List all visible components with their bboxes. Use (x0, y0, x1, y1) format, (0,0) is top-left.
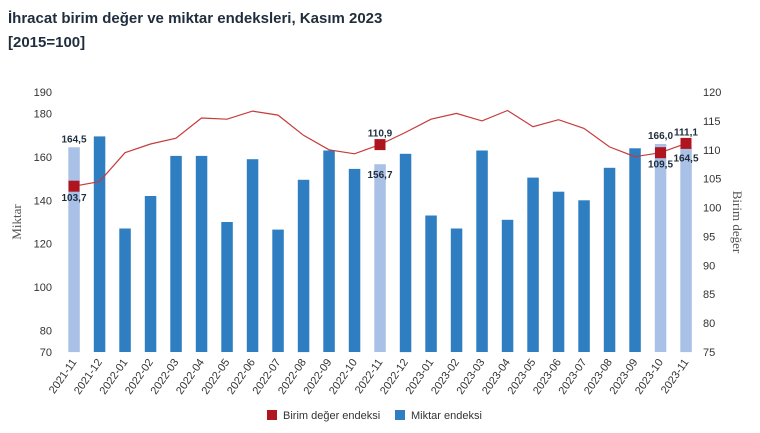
data-label-2021-11-miktar-endeksi: 164,5 (61, 134, 86, 145)
right-tick-95: 95 (703, 231, 715, 243)
bar-2021-12 (93, 136, 106, 352)
legend-swatch-birim-deger (267, 410, 277, 420)
right-axis-ticks: 120 115 110 105 100 95 90 85 80 75 (703, 87, 721, 359)
left-tick-160: 160 (34, 152, 52, 164)
chart-subtitle: [2015=100] (8, 34, 86, 51)
bar-2022-11 (374, 164, 386, 352)
bar-2023-11 (680, 147, 692, 353)
bar-2023-08 (603, 167, 616, 352)
bar-2023-06 (552, 191, 565, 352)
data-label-2022-11-miktar-endeksi: 156,7 (367, 170, 392, 181)
bar-2022-06 (246, 159, 259, 352)
left-axis-ticks: 190 180 160 140 120 100 80 70 (34, 87, 52, 359)
bar-2023-07 (578, 200, 590, 352)
x-axis-ticks: 2021-112021-122022-012022-022022-032022-… (47, 357, 692, 397)
legend: Birim değer endeksi Miktar endeksi (267, 410, 482, 422)
bar-2022-05 (221, 222, 233, 352)
bar-2022-04 (195, 155, 208, 352)
legend-swatch-miktar (395, 410, 405, 420)
right-tick-85: 85 (703, 289, 715, 301)
right-tick-80: 80 (703, 318, 715, 330)
marker-2022-11 (374, 139, 386, 151)
left-axis-title: Miktar (9, 204, 24, 240)
data-label-2023-11-miktar-endeksi: 164,5 (673, 153, 698, 164)
right-tick-100: 100 (703, 203, 721, 215)
chart-title: İhracat birim değer ve miktar endeksleri… (8, 10, 383, 27)
bar-2023-09 (629, 148, 641, 352)
left-tick-70: 70 (40, 347, 52, 359)
right-tick-115: 115 (703, 116, 721, 128)
bar-2022-08 (297, 179, 310, 353)
bar-2022-02 (144, 196, 157, 352)
right-tick-110: 110 (703, 145, 721, 157)
bar-2023-10 (654, 144, 667, 352)
bar-2022-12 (399, 153, 412, 353)
bar-2021-11 (68, 147, 80, 353)
left-tick-180: 180 (34, 109, 52, 121)
data-label-2022-11-birim-deger-endeksi: 110,9 (368, 129, 393, 140)
bar-2023-02 (450, 228, 463, 352)
data-label-2021-11-birim-deger-endeksi: 103,7 (61, 193, 86, 204)
bar-2022-07 (272, 229, 284, 352)
right-axis-title: Birim değer (730, 191, 745, 254)
right-tick-120: 120 (703, 87, 721, 99)
bar-series (68, 136, 692, 353)
left-tick-140: 140 (34, 195, 52, 207)
legend-label-miktar: Miktar endeksi (411, 410, 482, 422)
data-label-2023-11-birim-deger-endeksi: 111,1 (674, 127, 698, 138)
right-tick-105: 105 (703, 174, 721, 186)
marker-2023-11 (680, 137, 692, 149)
line-series (68, 109, 692, 192)
bar-2023-05 (527, 177, 539, 352)
right-tick-90: 90 (703, 260, 715, 272)
right-tick-75: 75 (703, 347, 715, 359)
bar-2022-09 (323, 150, 335, 352)
bar-2022-03 (170, 155, 182, 352)
bar-2023-01 (425, 215, 437, 352)
bar-2022-10 (348, 168, 361, 352)
data-label-2023-10-birim-deger-endeksi: 109,5 (648, 160, 673, 171)
bar-2022-01 (119, 228, 131, 352)
left-tick-80: 80 (40, 325, 52, 337)
left-tick-190: 190 (34, 87, 52, 99)
data-label-2023-10-miktar-endeksi: 166,0 (648, 131, 673, 142)
data-labels: 164,5 103,7 110,9 156,7 166,0 109,5 111,1 164,5 (61, 127, 698, 204)
marker-2021-11 (68, 180, 80, 192)
marker-2023-10 (655, 147, 666, 159)
left-tick-120: 120 (34, 239, 52, 251)
bar-2023-04 (501, 219, 514, 352)
legend-label-birim-deger: Birim değer endeksi (283, 410, 380, 422)
left-tick-100: 100 (34, 282, 52, 294)
bar-2023-03 (476, 150, 488, 352)
